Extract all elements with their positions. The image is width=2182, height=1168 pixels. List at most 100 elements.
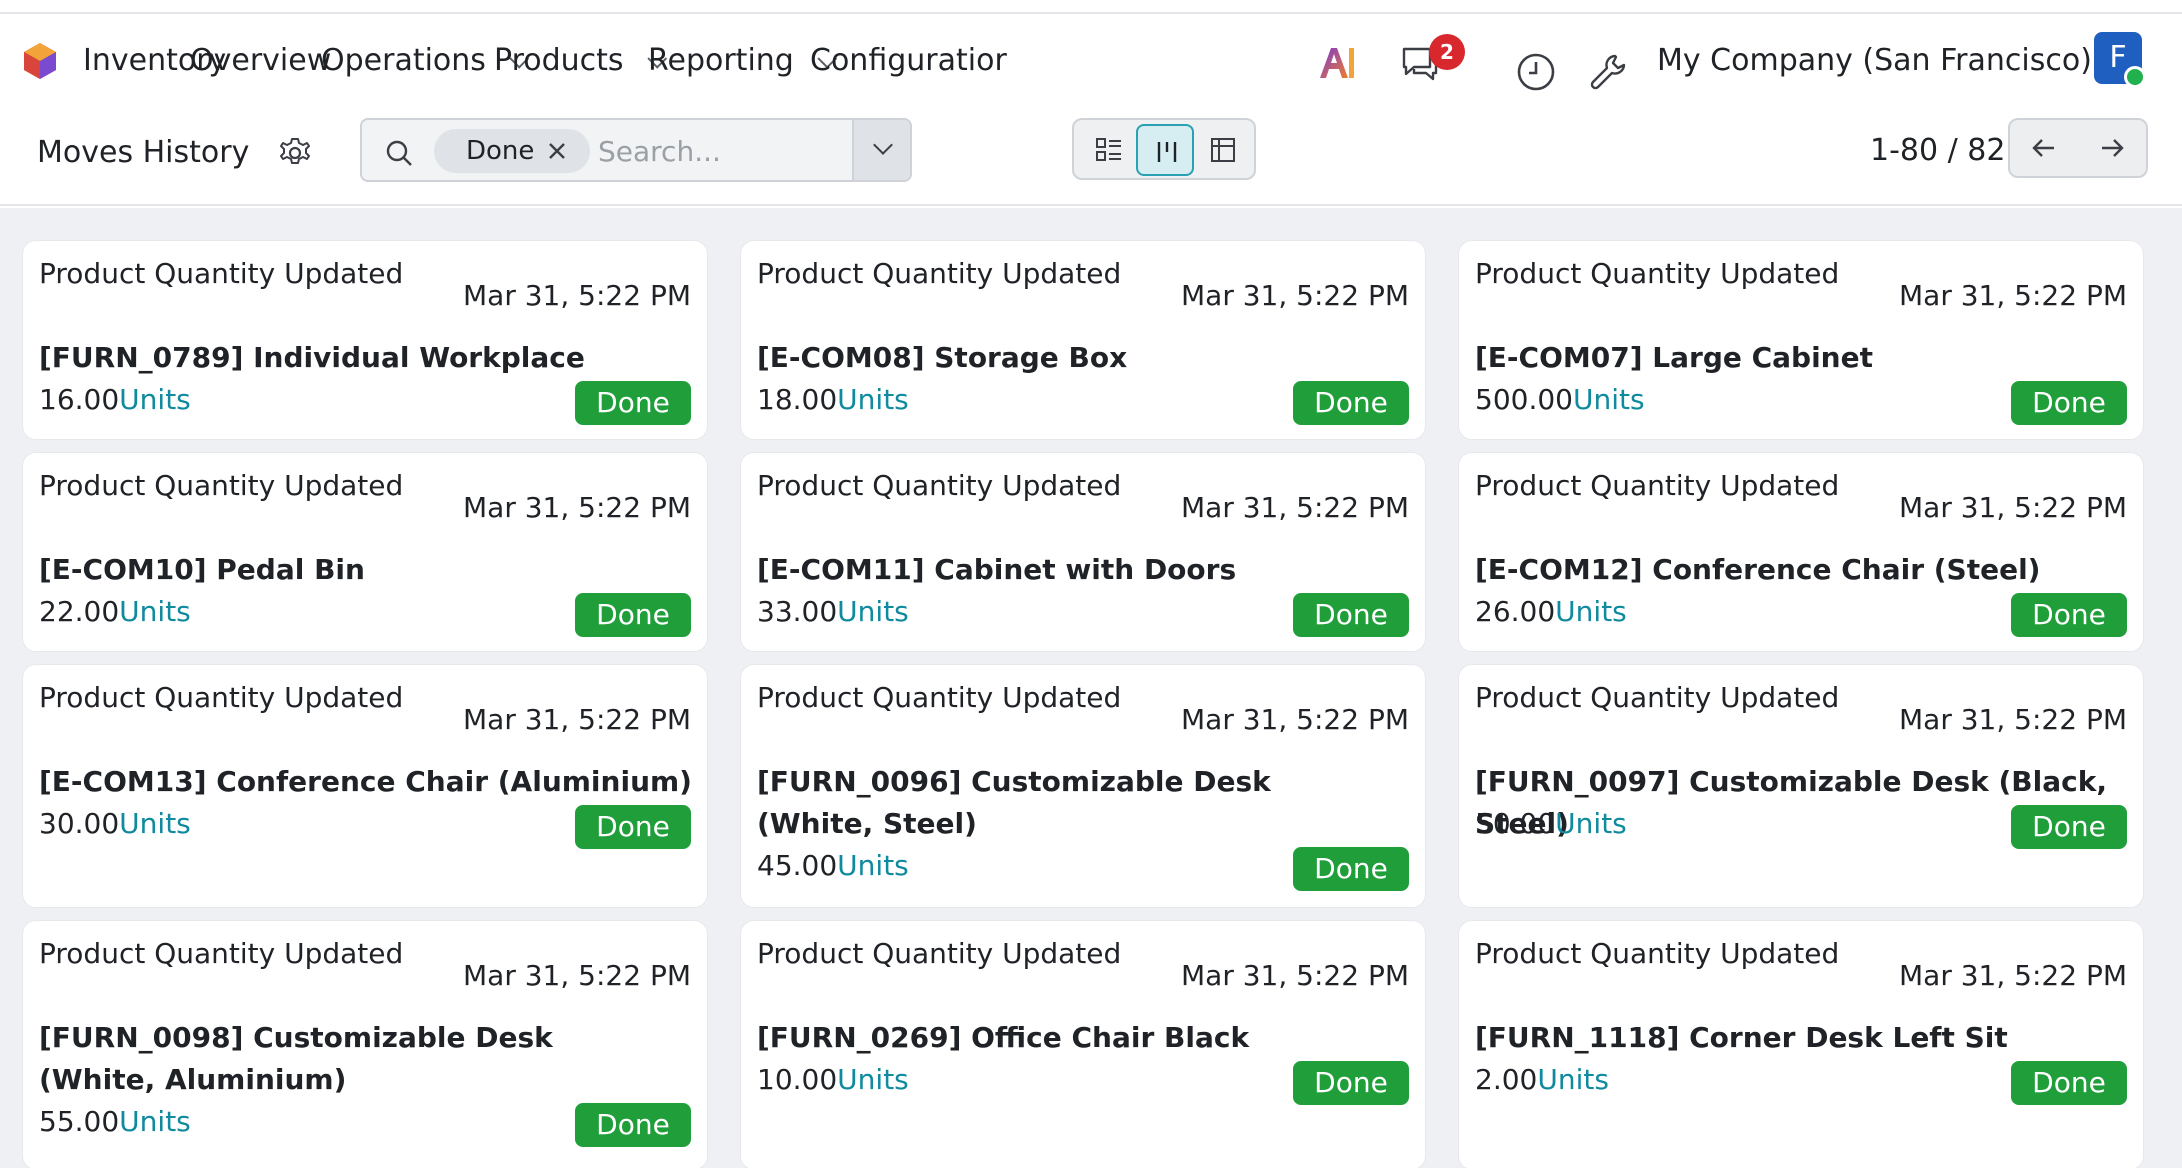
app-name[interactable]: Inventory [83,43,227,78]
card-product: [FURN_0098] Customizable Desk (White, Al… [39,1021,553,1096]
facet-label: Done [466,136,535,166]
card-product: [FURN_1118] Corner Desk Left Sit [1475,1021,2008,1054]
menu-operations[interactable]: Operations [321,40,530,82]
card-product: [FURN_0269] Office Chair Black [757,1021,1250,1054]
uom-link[interactable]: Units [119,1105,191,1138]
status-badge: Done [2011,381,2127,425]
card-quantity: 18.00Units [757,379,909,421]
kanban-card[interactable]: Product Quantity Updated Mar 31, 5:22 PM… [740,452,1426,652]
kanban-card[interactable]: Product Quantity Updated Mar 31, 5:22 PM… [740,920,1426,1168]
card-product: [E-COM13] Conference Chair (Aluminium) [39,765,692,798]
uom-link[interactable]: Units [1555,595,1627,628]
control-panel: Moves History Done [0,106,2182,206]
kanban-card[interactable]: Product Quantity Updated Mar 31, 5:22 PM… [740,664,1426,908]
pager-next-button[interactable] [2078,120,2146,176]
status-badge: Done [575,1103,691,1147]
kanban-card[interactable]: Product Quantity Updated Mar 31, 5:22 PM… [1458,452,2144,652]
search-input[interactable] [598,128,838,174]
menu-products[interactable]: Products [494,40,667,82]
menu-configuration[interactable]: Configuratior [810,40,1007,82]
card-title: Product Quantity Updated [1475,681,1840,714]
card-quantity: 16.00Units [39,379,191,421]
card-title: Product Quantity Updated [1475,469,1840,502]
uom-link[interactable]: Units [1572,383,1645,416]
kanban-card[interactable]: Product Quantity Updated Mar 31, 5:22 PM… [22,240,708,440]
kanban-card[interactable]: Product Quantity Updated Mar 31, 5:22 PM… [740,240,1426,440]
card-date: Mar 31, 5:22 PM [1899,491,2127,524]
close-icon[interactable] [546,140,568,162]
status-badge: Done [1293,847,1409,891]
uom-link[interactable]: Units [837,849,909,882]
kanban-card[interactable]: Product Quantity Updated Mar 31, 5:22 PM… [22,920,708,1168]
uom-link[interactable]: Units [119,807,191,840]
quantity-value: 22.00 [39,595,120,628]
card-quantity: 26.00Units [1475,591,1627,633]
kanban-card[interactable]: Product Quantity Updated Mar 31, 5:22 PM… [1458,240,2144,440]
card-title: Product Quantity Updated [757,257,1122,290]
menu-operations-label: Operations [321,43,486,78]
quantity-value: 30.00 [39,807,120,840]
search-icon [386,140,412,166]
kanban-card[interactable]: Product Quantity Updated Mar 31, 5:22 PM… [22,664,708,908]
uom-link[interactable]: Units [119,383,191,416]
card-date: Mar 31, 5:22 PM [1181,703,1409,736]
menu-reporting-label: Reporting [648,43,794,78]
card-title: Product Quantity Updated [757,681,1122,714]
card-quantity: 33.00Units [757,591,909,633]
app-logo-icon[interactable] [20,41,60,81]
kanban-card[interactable]: Product Quantity Updated Mar 31, 5:22 PM… [1458,664,2144,908]
pager-previous-button[interactable] [2010,120,2078,176]
uom-link[interactable]: Units [837,383,909,416]
user-avatar[interactable]: F [2094,32,2142,84]
card-product: [E-COM11] Cabinet with Doors [757,553,1237,586]
card-title: Product Quantity Updated [39,257,404,290]
uom-link[interactable]: Units [837,1063,909,1096]
breadcrumb: Moves History [37,135,250,170]
menu-overview-label: Overview [190,43,332,78]
uom-link[interactable]: Units [1555,807,1627,840]
card-quantity: 50.00Units [1475,803,1627,845]
search-options-toggle[interactable] [852,120,910,180]
online-status-dot [2124,66,2146,88]
status-badge: Done [2011,1061,2127,1105]
quantity-value: 50.00 [1475,807,1556,840]
list-view-button[interactable] [1080,124,1138,176]
company-switcher[interactable]: My Company (San Francisco) [1657,43,2092,78]
clock-icon[interactable] [1516,52,1556,92]
pivot-view-button[interactable] [1194,124,1252,176]
card-date: Mar 31, 5:22 PM [463,491,691,524]
kanban-card[interactable]: Product Quantity Updated Mar 31, 5:22 PM… [1458,920,2144,1168]
wrench-icon[interactable] [1588,52,1628,92]
ai-icon[interactable] [1318,44,1356,80]
card-date: Mar 31, 5:22 PM [463,279,691,312]
uom-link[interactable]: Units [119,595,191,628]
card-title: Product Quantity Updated [1475,257,1840,290]
arrow-right-icon [2102,139,2124,157]
card-date: Mar 31, 5:22 PM [463,959,691,992]
card-title: Product Quantity Updated [1475,937,1840,970]
card-product: [FURN_0096] Customizable Desk (White, St… [757,765,1271,840]
quantity-value: 33.00 [757,595,838,628]
uom-link[interactable]: Units [1537,1063,1609,1096]
status-badge: Done [575,805,691,849]
gear-icon[interactable] [276,134,314,172]
kanban-view-button[interactable] [1136,124,1194,176]
quantity-value: 2.00 [1475,1063,1538,1096]
quantity-value: 18.00 [757,383,838,416]
card-product: [FURN_0097] Customizable Desk (Black, St… [1475,765,2107,840]
status-badge: Done [575,381,691,425]
card-product: [E-COM08] Storage Box [757,341,1128,374]
uom-link[interactable]: Units [837,595,909,628]
card-title: Product Quantity Updated [757,469,1122,502]
card-title: Product Quantity Updated [757,937,1122,970]
menu-reporting[interactable]: Reporting [648,40,837,82]
quantity-value: 26.00 [1475,595,1556,628]
pager-value[interactable]: 1-80 / 82 [1870,133,2006,168]
view-switcher [1072,118,1256,180]
card-product: [E-COM07] Large Cabinet [1475,341,1873,374]
menu-overview[interactable]: Overview [190,40,331,82]
card-quantity: 22.00Units [39,591,191,633]
chevron-down-icon [873,135,893,155]
kanban-card[interactable]: Product Quantity Updated Mar 31, 5:22 PM… [22,452,708,652]
